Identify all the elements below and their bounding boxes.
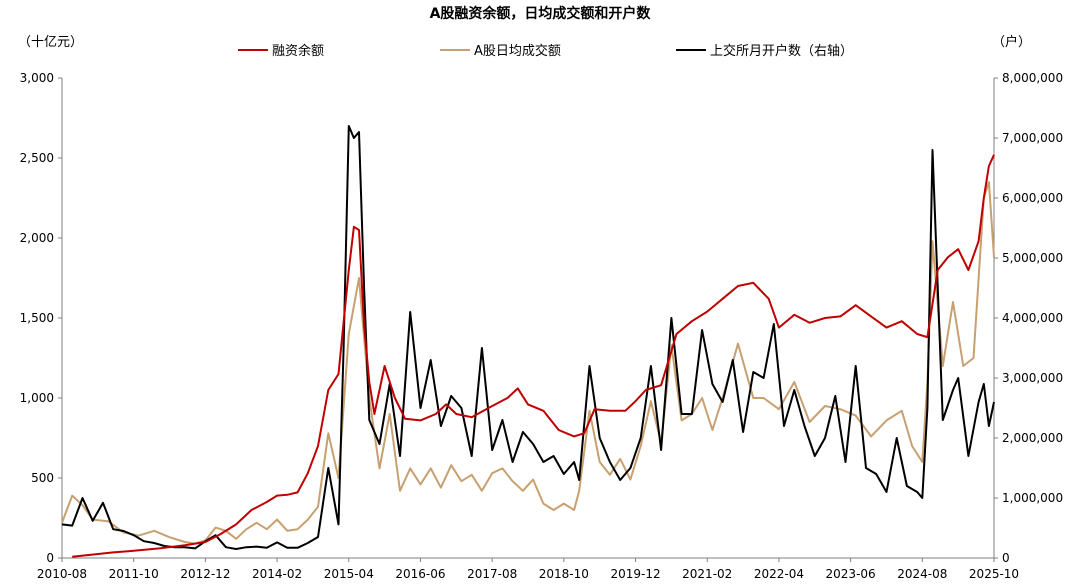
series-line-daily-turnover [61, 181, 995, 545]
chart-title: A股融资余额，日均成交额和开户数 [430, 5, 652, 22]
left-axis-unit: （十亿元） [18, 35, 83, 50]
series-line-margin-balance [72, 154, 995, 558]
series-layer [61, 125, 995, 558]
x-tick-label: 2023-06 [826, 567, 876, 581]
right-tick-label: 7,000,000 [1002, 131, 1063, 145]
right-axis-ticks: 0 1,000,000 2,000,000 3,000,000 4,000,000 5,0… [994, 71, 1063, 565]
x-tick-label: 2022-04 [754, 567, 804, 581]
x-tick-label: 2014-02 [252, 567, 302, 581]
left-tick-label: 1,500 [20, 311, 54, 325]
right-tick-label: 8,000,000 [1002, 71, 1063, 85]
left-tick-label: 3,000 [20, 71, 54, 85]
left-tick-label: 500 [31, 471, 54, 485]
legend-label: 上交所月开户数（右轴） [710, 43, 853, 59]
x-axis-ticks: 2010-08 2011-10 2012-12 2014-02 2015-04 2016-… [37, 558, 1019, 581]
right-tick-label: 1,000,000 [1002, 491, 1063, 505]
x-tick-label: 2010-08 [37, 567, 87, 581]
x-tick-label: 2017-08 [467, 567, 517, 581]
x-tick-label: 2016-06 [395, 567, 445, 581]
left-tick-label: 2,500 [20, 151, 54, 165]
right-tick-label: 4,000,000 [1002, 311, 1063, 325]
x-tick-label: 2021-02 [682, 567, 732, 581]
left-tick-label: 0 [46, 551, 54, 565]
right-tick-label: 6,000,000 [1002, 191, 1063, 205]
x-tick-label: 2011-10 [109, 567, 159, 581]
right-tick-label: 5,000,000 [1002, 251, 1063, 265]
left-tick-label: 1,000 [20, 391, 54, 405]
x-tick-label: 2025-10 [969, 567, 1019, 581]
left-tick-label: 2,000 [20, 231, 54, 245]
x-tick-label: 2018-10 [539, 567, 589, 581]
right-tick-label: 0 [1002, 551, 1010, 565]
legend-label: 融资余额 [272, 43, 324, 59]
series-line-sse-new-accounts [61, 125, 995, 550]
legend-label: A股日均成交额 [474, 43, 561, 59]
x-tick-label: 2012-12 [180, 567, 230, 581]
x-tick-label: 2024-08 [897, 567, 947, 581]
right-axis-unit: （户） [992, 34, 1031, 50]
left-axis-ticks: 0 500 1,000 1,500 2,000 2,500 3,000 [20, 71, 62, 565]
right-tick-label: 3,000,000 [1002, 371, 1063, 385]
x-tick-label: 2015-04 [324, 567, 374, 581]
chart-legend: 融资余额 A股日均成交额 上交所月开户数（右轴） [238, 43, 853, 59]
right-tick-label: 2,000,000 [1002, 431, 1063, 445]
x-tick-label: 2019-12 [610, 567, 660, 581]
